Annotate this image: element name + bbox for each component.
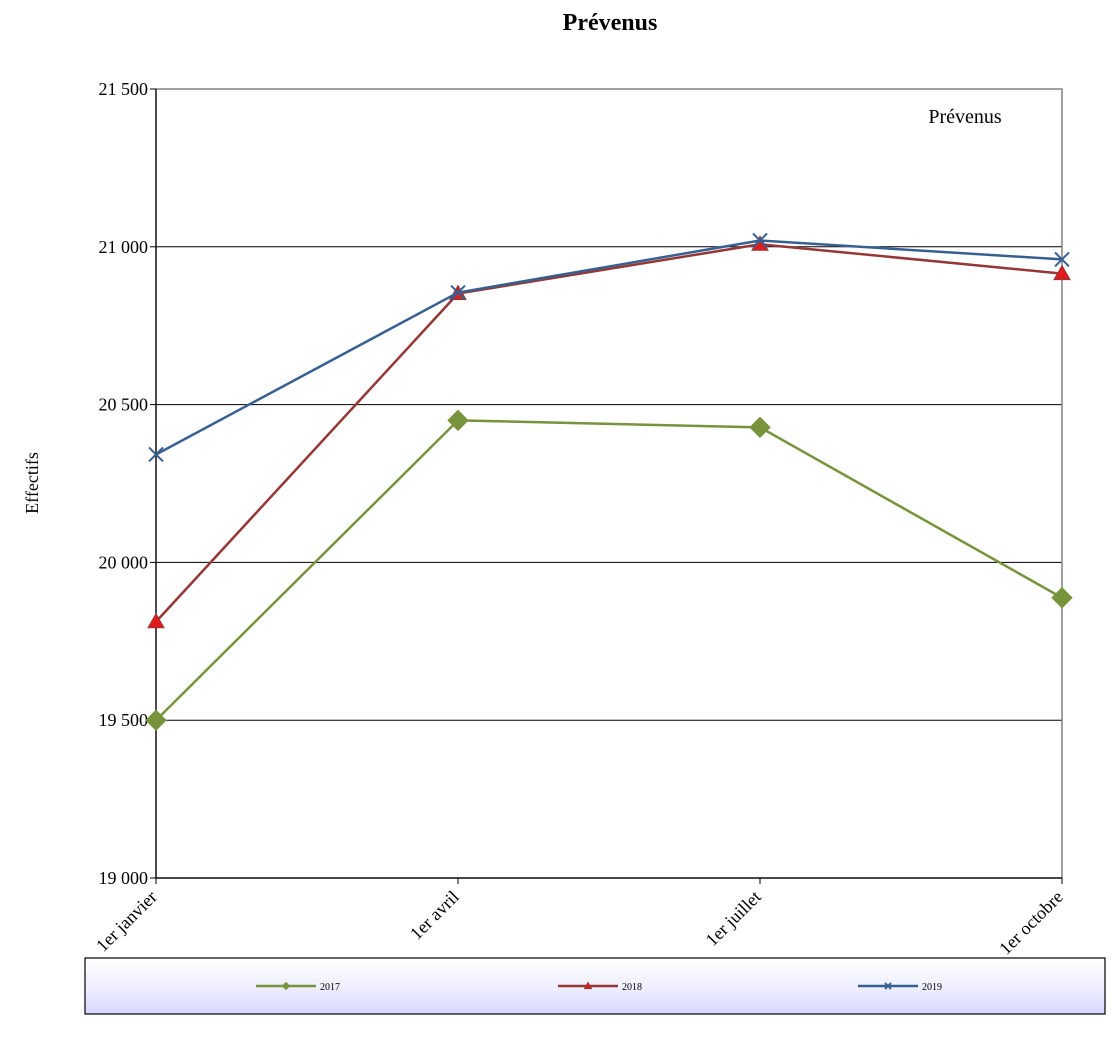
legend-swatch-marker — [281, 981, 291, 991]
y-tick-label: 19 000 — [99, 868, 149, 888]
plot-area-border — [155, 88, 1063, 879]
data-point-2017 — [1051, 587, 1073, 609]
legend-label: 2018 — [622, 982, 642, 993]
x-tick-label: 1er juillet — [702, 887, 765, 950]
legend-label: 2019 — [922, 982, 942, 993]
plot-annotation: Prévenus — [928, 106, 1002, 128]
data-point-2019-stroke — [1054, 251, 1070, 268]
series-line-2018 — [155, 243, 1063, 623]
data-point-2017 — [145, 709, 167, 731]
legend-swatch-marker-stroke — [884, 982, 892, 990]
y-tick-label: 19 500 — [99, 710, 149, 730]
data-point-2019 — [752, 232, 768, 249]
data-point-2019-stroke — [752, 232, 768, 249]
legend-swatch-marker — [884, 982, 892, 990]
data-point-2019-stroke — [450, 284, 466, 301]
y-tick-label: 20 000 — [99, 552, 149, 572]
legend-swatch-marker — [583, 981, 593, 990]
data-point-2019 — [1054, 251, 1070, 268]
series-line-2017 — [155, 419, 1063, 722]
gridlines — [156, 246, 1062, 721]
series-2018 — [147, 235, 1071, 629]
data-point-2019 — [450, 284, 466, 301]
data-point-2018 — [147, 612, 165, 629]
data-point-2019 — [148, 446, 164, 463]
chart-title: Prévenus — [563, 10, 658, 36]
legend-item-2017: 2017 — [256, 981, 340, 993]
series-2017 — [145, 409, 1073, 731]
data-point-2017 — [447, 409, 469, 432]
legend-item-2019: 2019 — [858, 982, 942, 993]
legend-label: 2017 — [320, 982, 340, 993]
y-axis-label: Effectifs — [22, 452, 42, 514]
data-point-2018 — [751, 235, 769, 251]
legend-items: 2017 2018 2019 — [256, 981, 942, 993]
y-tick-label: 21 000 — [99, 237, 149, 257]
x-tick-label: 1er octobre — [995, 887, 1067, 959]
x-tick-label: 1er janvier — [92, 887, 161, 956]
series-lines — [145, 232, 1073, 731]
y-tick-label: 20 500 — [99, 395, 149, 415]
legend-item-2018: 2018 — [558, 981, 642, 993]
legend: 2017 2018 2019 — [84, 957, 1106, 1015]
data-point-2018 — [1053, 264, 1071, 281]
y-tick-labels: 19 000 19 500 20 000 20 500 21 000 21 500 — [99, 79, 149, 888]
series-line-2019 — [155, 239, 1063, 456]
x-tick-labels: 1er janvier 1er avril 1er juillet 1er octob… — [92, 887, 1067, 959]
y-tick-label: 21 500 — [99, 79, 149, 99]
x-tick-label: 1er avril — [406, 887, 463, 944]
axes — [150, 88, 1063, 884]
series-2019 — [148, 232, 1070, 463]
data-point-2019-stroke — [148, 446, 164, 463]
data-point-2017 — [749, 416, 771, 439]
